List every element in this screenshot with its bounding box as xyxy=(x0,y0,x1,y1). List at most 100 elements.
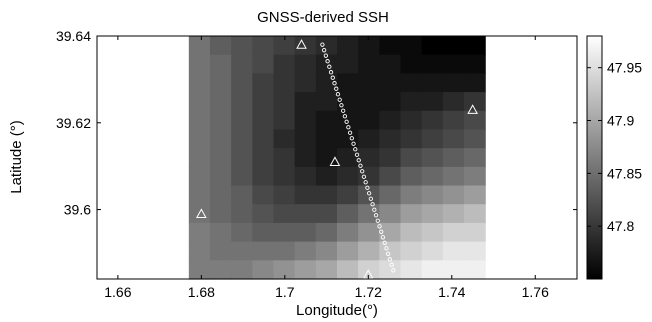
heatmap-cell xyxy=(252,260,275,280)
heatmap-cell xyxy=(358,148,380,168)
track-point xyxy=(389,262,394,267)
heatmap-cell xyxy=(273,129,296,149)
heatmap-cell xyxy=(421,110,444,131)
heatmap-cell xyxy=(252,241,275,261)
track-point xyxy=(339,103,344,108)
heatmap-cell xyxy=(252,92,275,112)
heatmap-cell xyxy=(358,36,380,56)
track-point xyxy=(353,147,358,152)
track-point xyxy=(380,235,386,240)
heatmap-cell xyxy=(273,92,296,112)
heatmap-cell xyxy=(294,110,317,131)
track-point xyxy=(349,136,354,141)
heatmap-cell xyxy=(209,129,232,149)
heatmap-cell xyxy=(252,148,275,168)
heatmap-cell xyxy=(421,222,444,243)
heatmap-cell xyxy=(400,166,423,187)
heatmap-cell xyxy=(337,166,359,187)
heatmap-cell xyxy=(464,36,486,56)
heatmap-cell xyxy=(442,73,465,93)
heatmap-cell xyxy=(379,110,402,131)
heatmap-cell xyxy=(188,36,211,56)
heatmap-cell xyxy=(231,204,253,224)
heatmap-cell xyxy=(358,222,380,243)
heatmap-cell xyxy=(273,110,296,131)
heatmap-cell xyxy=(464,222,486,243)
heatmap-cell xyxy=(231,148,253,168)
heatmap-cell xyxy=(294,241,317,261)
track-point xyxy=(351,141,356,146)
track-point xyxy=(384,246,389,251)
heatmap-cell xyxy=(464,241,486,261)
heatmap-cell xyxy=(442,166,465,187)
heatmap-cell xyxy=(337,241,359,261)
heatmap-cell xyxy=(442,185,465,205)
heatmap-cell xyxy=(294,92,317,112)
track-point xyxy=(346,125,351,130)
heatmap-cell xyxy=(294,129,317,149)
heatmap-cell xyxy=(358,110,380,131)
heatmap-cell xyxy=(421,148,444,168)
heatmap-cell xyxy=(273,222,296,243)
track-point xyxy=(363,180,368,185)
heatmap-cell xyxy=(379,260,402,280)
heatmap-cell xyxy=(294,54,317,74)
track-point xyxy=(337,97,342,102)
heatmap-cell xyxy=(421,204,444,224)
heatmap-cell xyxy=(464,166,486,187)
heatmap-cell xyxy=(442,36,465,56)
heatmap-cell xyxy=(337,222,359,243)
heatmap-cell xyxy=(358,92,380,112)
heatmap-cell xyxy=(379,148,402,168)
track-point xyxy=(387,257,393,262)
heatmap-cell xyxy=(464,260,486,280)
heatmap-cell xyxy=(315,166,338,187)
heatmap-cell xyxy=(442,129,465,149)
track-point xyxy=(323,53,329,58)
heatmap-cell xyxy=(231,73,253,93)
x-tick-label: 1.76 xyxy=(522,284,549,300)
track-point xyxy=(373,213,379,218)
heatmap-cell xyxy=(209,73,232,93)
heatmap-cell xyxy=(294,166,317,187)
heatmap-cell xyxy=(315,110,338,131)
heatmap-cell xyxy=(442,204,465,224)
heatmap-cell xyxy=(252,185,275,205)
heatmap-cell xyxy=(294,185,317,205)
colorbar-ticks: 47.8 47.85 47.9 47.95 xyxy=(587,60,642,234)
heatmap-cell xyxy=(337,129,359,149)
station-marker xyxy=(296,39,307,49)
heatmap-cell xyxy=(231,260,253,280)
chart-title: GNSS-derived SSH xyxy=(257,9,389,26)
heatmap-cell xyxy=(400,73,423,93)
heatmap-cell xyxy=(315,204,338,224)
heatmap-cell xyxy=(188,92,211,112)
heatmap-cell xyxy=(442,222,465,243)
y-axis-label: Latitude (°) xyxy=(8,120,25,194)
heatmap-cell xyxy=(231,129,253,149)
heatmap-cell xyxy=(400,54,423,74)
heatmap-cell xyxy=(442,148,465,168)
heatmap-cell xyxy=(252,166,275,187)
heatmap-cell xyxy=(188,222,211,243)
heatmap-cell xyxy=(315,36,338,56)
heatmap-cell xyxy=(464,148,486,168)
heatmap-cell xyxy=(421,54,444,74)
heatmap-cell xyxy=(315,92,338,112)
track-point xyxy=(341,108,346,113)
colorbar xyxy=(586,35,603,280)
heatmap-cell xyxy=(400,260,423,280)
heatmap-cell xyxy=(209,36,232,56)
heatmap-cell xyxy=(188,166,211,187)
heatmap-cell xyxy=(400,241,423,261)
track-point xyxy=(391,268,396,273)
track-point xyxy=(372,207,377,212)
heatmap-cell xyxy=(209,148,232,168)
heatmap-cell xyxy=(294,148,317,168)
heatmap-cell xyxy=(464,92,486,112)
heatmap-cell xyxy=(400,129,423,149)
station-marker xyxy=(329,156,341,166)
y-tick-label: 39.6 xyxy=(64,202,91,218)
heatmap-cell xyxy=(273,36,296,56)
heatmap-cell xyxy=(273,204,296,224)
